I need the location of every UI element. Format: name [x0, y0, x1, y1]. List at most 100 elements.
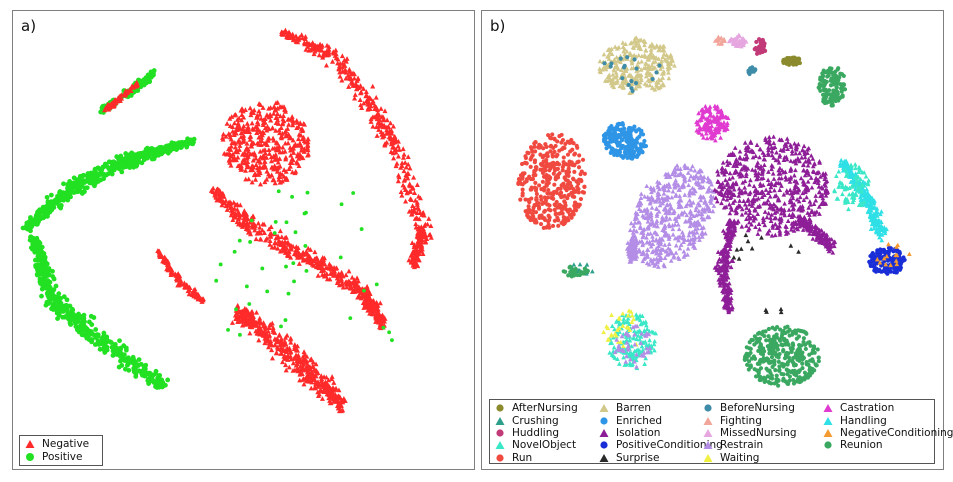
data-point	[666, 75, 672, 81]
data-point	[610, 72, 616, 77]
data-point	[91, 332, 97, 338]
data-point	[609, 51, 615, 57]
data-point	[560, 211, 565, 216]
data-point	[569, 190, 574, 195]
data-point	[249, 120, 255, 126]
data-point	[518, 197, 523, 202]
data-point	[645, 219, 651, 224]
data-point	[520, 182, 525, 187]
data-point	[300, 377, 306, 382]
data-point	[247, 302, 252, 306]
data-point	[254, 309, 260, 315]
data-point	[223, 133, 229, 139]
data-point	[561, 218, 566, 223]
data-point	[677, 234, 683, 239]
data-point	[124, 88, 130, 94]
data-point	[374, 116, 380, 122]
data-point	[109, 159, 115, 165]
data-point	[420, 251, 426, 257]
data-point	[647, 222, 653, 227]
data-point	[644, 206, 650, 212]
data-point	[301, 138, 307, 143]
data-point	[249, 313, 255, 318]
data-point	[640, 234, 646, 239]
data-point	[659, 58, 665, 63]
data-point	[558, 186, 563, 191]
data-point	[139, 152, 145, 158]
data-point	[409, 210, 415, 216]
data-point	[664, 172, 669, 177]
data-point	[327, 400, 333, 406]
data-point	[557, 202, 562, 207]
data-point	[357, 97, 363, 102]
data-point	[707, 125, 712, 130]
data-point	[360, 86, 366, 91]
data-point	[673, 250, 679, 255]
data-point	[28, 245, 34, 251]
data-point	[716, 123, 722, 129]
data-point	[401, 168, 407, 174]
data-point	[307, 363, 313, 369]
data-point	[704, 135, 710, 141]
data-point	[320, 54, 326, 60]
data-point	[376, 314, 382, 320]
data-point	[347, 75, 353, 81]
data-point	[670, 226, 676, 232]
data-point	[650, 220, 656, 225]
data-point	[688, 240, 693, 246]
data-point	[682, 163, 688, 168]
data-point	[629, 135, 634, 141]
data-point	[657, 199, 663, 204]
data-point	[692, 187, 697, 192]
data-point	[275, 159, 281, 165]
data-point	[244, 222, 250, 228]
data-point	[367, 304, 373, 310]
data-point	[326, 261, 333, 267]
data-point	[561, 215, 566, 220]
data-point	[609, 127, 614, 132]
data-point	[341, 395, 347, 401]
data-point	[648, 47, 654, 52]
data-point	[349, 274, 355, 280]
data-point	[291, 261, 296, 266]
data-point	[332, 271, 338, 276]
legend-label-positive: Positive	[42, 450, 83, 463]
data-point	[305, 152, 311, 158]
data-point	[308, 385, 314, 391]
data-point	[279, 104, 285, 109]
data-point	[351, 280, 357, 285]
data-point	[540, 155, 545, 160]
data-point	[643, 47, 649, 52]
data-point	[241, 135, 247, 141]
data-point	[663, 209, 669, 215]
data-point	[658, 250, 664, 255]
data-point	[636, 42, 642, 48]
data-point	[409, 240, 415, 246]
data-point	[262, 159, 268, 164]
data-point	[344, 56, 350, 61]
data-point	[293, 250, 299, 256]
data-point	[582, 171, 587, 176]
data-point	[428, 234, 434, 240]
data-point	[411, 264, 417, 270]
data-point	[533, 180, 538, 185]
data-point	[627, 155, 632, 160]
data-point	[340, 68, 346, 74]
data-point	[303, 243, 308, 248]
data-point	[337, 63, 343, 68]
data-point	[685, 246, 691, 251]
data-point	[220, 198, 226, 204]
data-point	[231, 209, 237, 215]
data-point	[60, 308, 66, 314]
data-point	[240, 210, 246, 216]
data-point	[256, 318, 262, 324]
data-point	[46, 272, 52, 278]
data-point	[292, 344, 298, 350]
data-point	[532, 185, 538, 190]
data-point	[305, 142, 311, 147]
data-point	[318, 388, 324, 394]
data-point	[262, 162, 268, 167]
data-point	[609, 124, 614, 129]
data-point	[373, 313, 379, 319]
data-point	[92, 342, 98, 347]
